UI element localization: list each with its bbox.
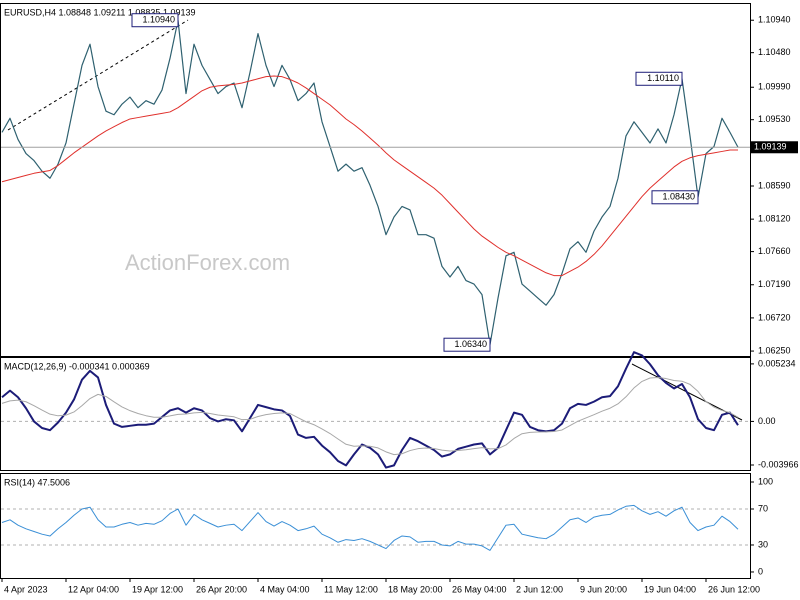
y-tick-label: 1.09530	[758, 114, 791, 124]
current-price-label: 1.09139	[754, 142, 787, 152]
y-tick-label: 70	[758, 503, 768, 513]
x-tick-label: 18 May 20:00	[388, 584, 443, 594]
y-tick-label: 1.08120	[758, 214, 791, 224]
x-tick-label: 26 Jun 12:00	[708, 584, 760, 594]
current-price-box	[750, 141, 798, 154]
watermark: ActionForex.com	[125, 250, 290, 275]
macd-panel	[0, 357, 751, 471]
annotation-box	[635, 71, 683, 86]
y-tick-label: 1.09990	[758, 82, 791, 92]
y-tick-label: 0	[758, 566, 763, 576]
x-tick-label: 26 Apr 20:00	[196, 584, 247, 594]
series-line	[1, 504, 739, 551]
annotation-box	[131, 13, 179, 28]
y-tick-label: 1.07660	[758, 246, 791, 256]
x-tick-label: 4 May 04:00	[260, 584, 310, 594]
y-tick-label: -0.003966	[758, 459, 799, 469]
annotation-label: 1.10940	[142, 15, 175, 25]
series-line	[1, 75, 738, 277]
x-tick-label: 11 May 12:00	[324, 584, 378, 594]
y-tick-label: 0.00	[758, 416, 776, 426]
y-tick-label: 1.06720	[758, 312, 791, 322]
y-tick-label: 1.10480	[758, 47, 791, 57]
x-tick-label: 9 Jun 20:00	[580, 584, 627, 594]
y-tick-label: 1.06250	[758, 345, 791, 355]
series-line	[1, 19, 739, 346]
x-tick-label: 19 Apr 12:00	[132, 584, 183, 594]
x-tick-label: 19 Jun 04:00	[644, 584, 696, 594]
annotation-label: 1.10110	[647, 73, 679, 83]
y-tick-label: 100	[758, 476, 773, 486]
y-tick-label: 0.005234	[758, 358, 796, 368]
y-tick-label: 30	[758, 539, 768, 549]
trend-line	[7, 19, 189, 131]
y-tick-label: 1.08590	[758, 180, 791, 190]
annotation-box	[651, 190, 699, 205]
panel-title: RSI(14) 47.5006	[4, 477, 70, 487]
series-line	[1, 376, 739, 456]
x-tick-label: 12 Apr 04:00	[68, 584, 119, 594]
x-tick-label: 26 May 04:00	[452, 584, 507, 594]
annotation-label: 1.06340	[454, 339, 487, 349]
y-tick-label: 1.07190	[758, 279, 791, 289]
panel-title: EURUSD,H4 1.08848 1.09211 1.08835 1.0913…	[4, 7, 195, 17]
panel-title: MACD(12,26,9) -0.000341 0.000369	[4, 361, 150, 371]
annotation-box	[443, 337, 491, 352]
price-panel	[0, 3, 751, 357]
x-tick-label: 4 Apr 2023	[4, 584, 48, 594]
series-line	[1, 351, 739, 469]
rsi-panel	[0, 473, 751, 579]
annotation-label: 1.08430	[662, 192, 695, 202]
y-tick-label: 1.10940	[758, 15, 791, 25]
x-tick-label: 2 Jun 12:00	[516, 584, 563, 594]
